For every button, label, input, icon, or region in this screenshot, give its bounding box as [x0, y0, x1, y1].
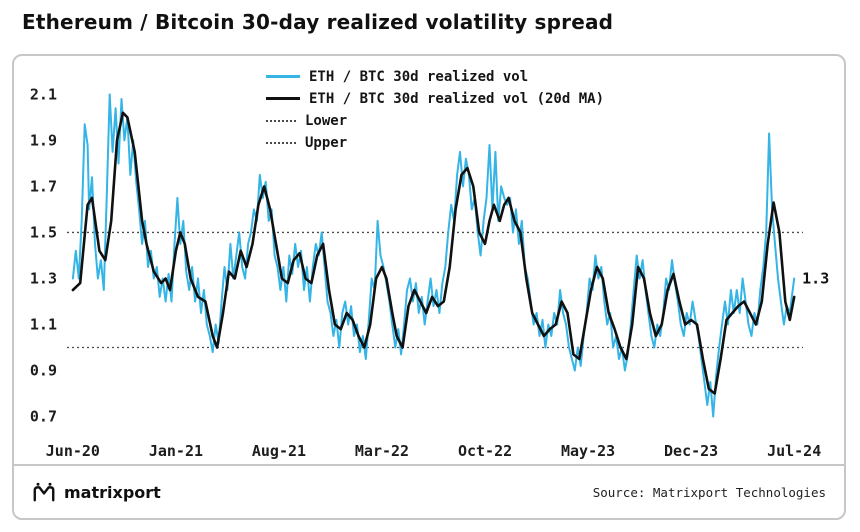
matrixport-logo-icon	[33, 482, 55, 502]
svg-text:Jan-21: Jan-21	[149, 442, 203, 460]
legend-item-upper: Upper	[266, 132, 604, 153]
svg-text:May-23: May-23	[561, 442, 615, 460]
legend-label-upper: Upper	[305, 134, 348, 151]
svg-text:Dec-23: Dec-23	[664, 442, 718, 460]
svg-text:Jun-20: Jun-20	[46, 442, 100, 460]
svg-text:1.5: 1.5	[30, 223, 57, 241]
brand: matrixport	[32, 481, 161, 503]
svg-text:Mar-22: Mar-22	[355, 442, 409, 460]
page-title: Ethereum / Bitcoin 30-day realized volat…	[22, 10, 614, 34]
chart-card: 0.7 0.9 1.1 1.3 1.5 1.7 1.9 2.1 Jun-20 Jan-21 Aug-…	[12, 54, 846, 520]
svg-text:1.9: 1.9	[30, 131, 57, 149]
svg-text:1.1: 1.1	[30, 315, 57, 333]
svg-text:0.9: 0.9	[30, 361, 57, 379]
legend-item-raw: ETH / BTC 30d realized vol	[266, 66, 604, 87]
source-text: Source: Matrixport Technologies	[592, 484, 826, 500]
chart-legend: ETH / BTC 30d realized vol ETH / BTC 30d…	[266, 66, 604, 153]
legend-item-ma: ETH / BTC 30d realized vol (20d MA)	[266, 88, 604, 109]
svg-text:1.3: 1.3	[30, 269, 57, 287]
svg-text:2.1: 2.1	[30, 85, 57, 103]
ma-line-swatch-icon	[266, 97, 300, 100]
volatility-chart: 0.7 0.9 1.1 1.3 1.5 1.7 1.9 2.1 Jun-20 Jan-21 Aug-…	[30, 85, 829, 460]
svg-text:1.3: 1.3	[802, 269, 829, 287]
svg-text:Oct-22: Oct-22	[458, 442, 512, 460]
legend-label-ma: ETH / BTC 30d realized vol (20d MA)	[309, 90, 605, 107]
svg-text:Aug-21: Aug-21	[252, 442, 306, 460]
svg-text:0.7: 0.7	[30, 407, 57, 425]
svg-text:1.7: 1.7	[30, 177, 57, 195]
svg-text:Jul-24: Jul-24	[767, 442, 821, 460]
legend-label-raw: ETH / BTC 30d realized vol	[309, 68, 529, 85]
raw-line-swatch-icon	[266, 75, 300, 78]
chart-footer: matrixport Source: Matrixport Technologi…	[14, 464, 844, 518]
chart-area: 0.7 0.9 1.1 1.3 1.5 1.7 1.9 2.1 Jun-20 Jan-21 Aug-…	[15, 62, 845, 464]
brand-name: matrixport	[64, 482, 161, 502]
legend-item-lower: Lower	[266, 110, 604, 131]
legend-label-lower: Lower	[305, 112, 348, 129]
lower-band-swatch-icon	[266, 119, 296, 122]
upper-band-swatch-icon	[266, 141, 296, 144]
